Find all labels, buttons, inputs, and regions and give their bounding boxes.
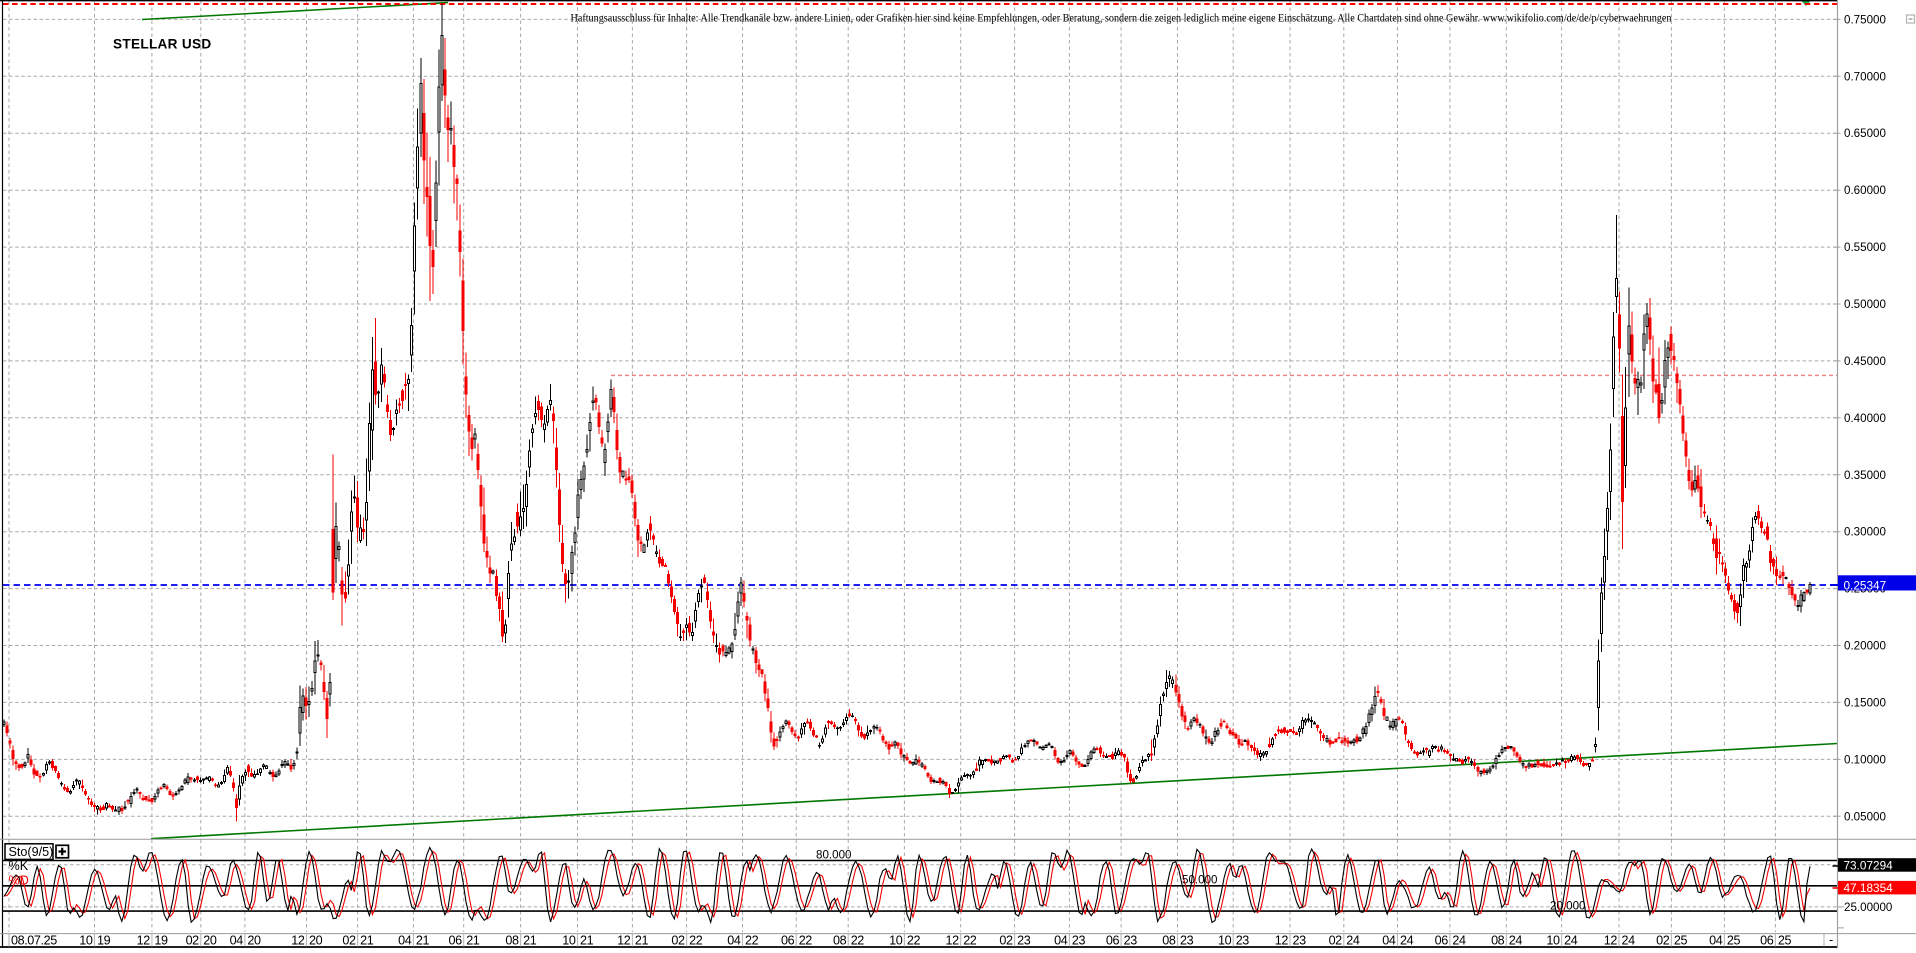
svg-text:06: 06 — [1435, 934, 1449, 948]
svg-text:02: 02 — [186, 934, 200, 948]
svg-text:22: 22 — [907, 934, 921, 948]
svg-text:24: 24 — [1622, 934, 1636, 948]
svg-text:12: 12 — [617, 934, 631, 948]
svg-text:21: 21 — [580, 934, 594, 948]
svg-text:08.07.25: 08.07.25 — [11, 934, 57, 948]
svg-text:19: 19 — [97, 934, 111, 948]
svg-text:STELLAR USD: STELLAR USD — [113, 37, 211, 52]
svg-text:08: 08 — [833, 934, 847, 948]
svg-text:0.60000: 0.60000 — [1844, 184, 1886, 197]
svg-text:23: 23 — [1017, 934, 1031, 948]
svg-text:04: 04 — [1709, 934, 1723, 948]
svg-text:23: 23 — [1236, 934, 1250, 948]
svg-text:06: 06 — [1760, 934, 1774, 948]
svg-text:0.15000: 0.15000 — [1844, 696, 1886, 709]
svg-text:0.30000: 0.30000 — [1844, 526, 1886, 539]
svg-text:22: 22 — [963, 934, 977, 948]
svg-text:24: 24 — [1400, 934, 1414, 948]
svg-text:04: 04 — [727, 934, 741, 948]
svg-text:25.00000: 25.00000 — [1844, 901, 1892, 914]
svg-text:21: 21 — [523, 934, 537, 948]
svg-text:Sto(9/5): Sto(9/5) — [9, 845, 54, 859]
svg-text:02: 02 — [1329, 934, 1343, 948]
svg-text:23: 23 — [1124, 934, 1138, 948]
svg-text:0.20000: 0.20000 — [1844, 640, 1886, 653]
svg-text:0.35000: 0.35000 — [1844, 469, 1886, 482]
svg-text:08: 08 — [1491, 934, 1505, 948]
svg-text:0.50000: 0.50000 — [1844, 298, 1886, 311]
svg-text:0.75000: 0.75000 — [1844, 13, 1886, 26]
svg-text:-: - — [1829, 933, 1833, 947]
svg-text:22: 22 — [851, 934, 865, 948]
svg-text:23: 23 — [1293, 934, 1307, 948]
svg-text:25: 25 — [1674, 934, 1688, 948]
svg-text:10: 10 — [562, 934, 576, 948]
svg-text:10: 10 — [889, 934, 903, 948]
svg-text:06: 06 — [448, 934, 462, 948]
svg-text:20: 20 — [309, 934, 323, 948]
svg-text:21: 21 — [635, 934, 649, 948]
svg-text:24: 24 — [1452, 934, 1466, 948]
svg-text:12: 12 — [1604, 934, 1618, 948]
svg-text:22: 22 — [799, 934, 813, 948]
svg-text:23: 23 — [1072, 934, 1086, 948]
svg-text:10: 10 — [1546, 934, 1560, 948]
svg-text:0.65000: 0.65000 — [1844, 127, 1886, 140]
svg-text:73.07294: 73.07294 — [1844, 858, 1894, 872]
svg-text:04: 04 — [230, 934, 244, 948]
svg-text:25: 25 — [1778, 934, 1792, 948]
svg-text:22: 22 — [689, 934, 703, 948]
svg-text:0.25347: 0.25347 — [1844, 578, 1887, 592]
svg-text:47.18354: 47.18354 — [1844, 881, 1894, 895]
svg-text:21: 21 — [466, 934, 480, 948]
svg-text:%D: %D — [9, 873, 29, 887]
svg-text:25: 25 — [1727, 934, 1741, 948]
svg-text:21: 21 — [416, 934, 430, 948]
svg-text:02: 02 — [671, 934, 685, 948]
svg-text:08: 08 — [505, 934, 519, 948]
svg-text:02: 02 — [999, 934, 1013, 948]
svg-text:0.70000: 0.70000 — [1844, 70, 1886, 83]
svg-text:24: 24 — [1564, 934, 1578, 948]
svg-text:04: 04 — [1054, 934, 1068, 948]
svg-text:0.55000: 0.55000 — [1844, 241, 1886, 254]
svg-text:10: 10 — [79, 934, 93, 948]
svg-text:20: 20 — [203, 934, 217, 948]
svg-text:20.000: 20.000 — [1550, 899, 1585, 912]
svg-text:12: 12 — [291, 934, 305, 948]
svg-text:06: 06 — [1106, 934, 1120, 948]
svg-text:0.05000: 0.05000 — [1844, 810, 1886, 823]
svg-text:20: 20 — [247, 934, 261, 948]
svg-text:02: 02 — [342, 934, 356, 948]
svg-text:12: 12 — [1275, 934, 1289, 948]
svg-text:04: 04 — [398, 934, 412, 948]
svg-text:08: 08 — [1162, 934, 1176, 948]
svg-text:23: 23 — [1180, 934, 1194, 948]
svg-text:24: 24 — [1509, 934, 1523, 948]
svg-text:0.10000: 0.10000 — [1844, 753, 1886, 766]
svg-text:50.000: 50.000 — [1182, 874, 1217, 887]
svg-text:06: 06 — [781, 934, 795, 948]
svg-text:%K: %K — [9, 859, 29, 873]
svg-text:0.40000: 0.40000 — [1844, 412, 1886, 425]
svg-text:24: 24 — [1346, 934, 1360, 948]
svg-text:12: 12 — [945, 934, 959, 948]
svg-text:02: 02 — [1656, 934, 1670, 948]
svg-text:22: 22 — [745, 934, 759, 948]
svg-text:80.000: 80.000 — [816, 848, 851, 861]
svg-text:04: 04 — [1382, 934, 1396, 948]
svg-text:21: 21 — [360, 934, 374, 948]
svg-text:Haftungsausschluss für Inhalte: Haftungsausschluss für Inhalte: Alle Tre… — [571, 11, 1672, 25]
svg-text:10: 10 — [1218, 934, 1232, 948]
svg-text:12: 12 — [137, 934, 151, 948]
svg-text:0.45000: 0.45000 — [1844, 355, 1886, 368]
svg-text:19: 19 — [154, 934, 168, 948]
